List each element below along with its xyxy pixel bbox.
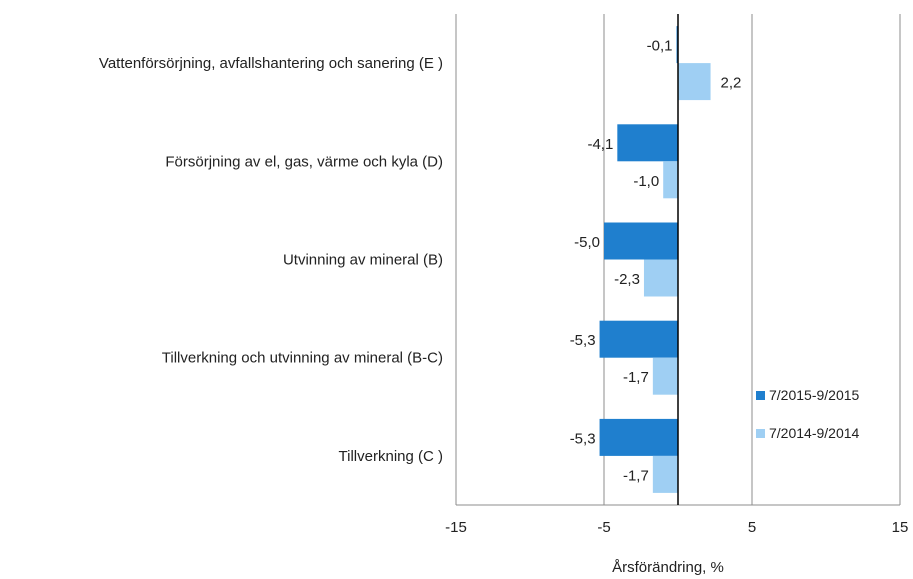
x-tick-label: -15 xyxy=(445,519,467,536)
bars xyxy=(599,26,711,493)
bar-series-1 xyxy=(599,320,678,358)
x-axis-title: Årsförändring, % xyxy=(612,559,724,576)
bar-series-2 xyxy=(652,357,678,395)
data-label: -1,0 xyxy=(633,173,659,190)
data-label: -0,1 xyxy=(647,38,673,55)
data-labels: -0,1 2,2 -4,1 -1,0 -5,0 -2,3 -5,3 -1,7 -5,3 -1,7 xyxy=(570,38,742,485)
bar-series-2 xyxy=(678,63,711,101)
data-label: -5,3 xyxy=(570,430,596,447)
category-label: Utvinning av mineral (B) xyxy=(283,252,443,269)
category-labels: Vattenförsörjning, avfallshantering och … xyxy=(99,55,443,465)
x-tick-label: -5 xyxy=(597,519,610,536)
bar-series-1 xyxy=(604,222,678,260)
data-label: -5,0 xyxy=(574,234,600,251)
category-label: Tillverkning (C ) xyxy=(339,448,443,465)
category-label: Försörjning av el, gas, värme och kyla (… xyxy=(165,153,443,170)
legend: 7/2015-9/2015 7/2014-9/2014 xyxy=(756,387,860,441)
data-label: -2,3 xyxy=(614,271,640,288)
category-label: Tillverkning och utvinning av mineral (B… xyxy=(162,350,443,367)
data-label: -1,7 xyxy=(623,369,649,386)
bar-series-1 xyxy=(599,418,678,456)
legend-swatch-series-2 xyxy=(756,429,765,438)
bar-series-1 xyxy=(617,124,678,162)
data-label: -1,7 xyxy=(623,467,649,484)
bar-series-2 xyxy=(652,455,678,493)
x-axis-ticks: -15 -5 5 15 xyxy=(445,519,908,536)
bar-series-2 xyxy=(663,161,678,199)
legend-swatch-series-1 xyxy=(756,391,765,400)
x-tick-label: 5 xyxy=(748,519,756,536)
data-label: -5,3 xyxy=(570,332,596,349)
data-label: -4,1 xyxy=(587,136,613,153)
data-label: 2,2 xyxy=(721,75,742,92)
category-label: Vattenförsörjning, avfallshantering och … xyxy=(99,55,443,72)
legend-label-series-2: 7/2014-9/2014 xyxy=(769,425,860,441)
bar-series-2 xyxy=(643,259,678,297)
legend-label-series-1: 7/2015-9/2015 xyxy=(769,387,860,403)
x-tick-label: 15 xyxy=(892,519,909,536)
